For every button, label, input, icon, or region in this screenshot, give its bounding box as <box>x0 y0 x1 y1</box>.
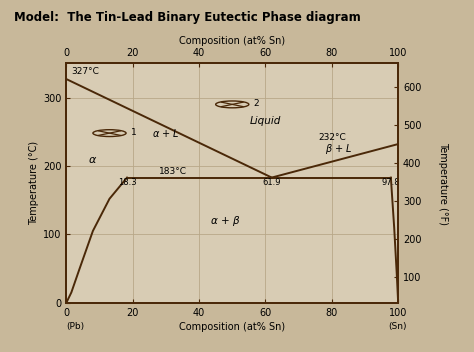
Text: Model:  The Tin-Lead Binary Eutectic Phase diagram: Model: The Tin-Lead Binary Eutectic Phas… <box>14 11 361 24</box>
Text: 97.8: 97.8 <box>382 178 400 187</box>
Text: $\alpha$: $\alpha$ <box>88 155 98 164</box>
Text: Liquid: Liquid <box>250 115 281 126</box>
Text: 18.3: 18.3 <box>118 178 137 187</box>
Text: 61.9: 61.9 <box>263 178 281 187</box>
Text: 1: 1 <box>131 128 137 137</box>
Text: 2: 2 <box>254 99 259 108</box>
Text: 183°C: 183°C <box>159 166 187 176</box>
X-axis label: Composition (at% Sn): Composition (at% Sn) <box>179 322 285 332</box>
Text: $\alpha$ + $L$: $\alpha$ + $L$ <box>152 127 180 139</box>
Text: $\alpha$ + $\beta$: $\alpha$ + $\beta$ <box>210 214 241 228</box>
Y-axis label: Temperature (°F): Temperature (°F) <box>438 142 448 225</box>
Text: 327°C: 327°C <box>71 67 99 76</box>
Y-axis label: Temperature (°C): Temperature (°C) <box>29 141 39 225</box>
Text: (Pb): (Pb) <box>66 322 84 331</box>
Text: $\beta$ + $L$: $\beta$ + $L$ <box>325 142 352 156</box>
X-axis label: Composition (at% Sn): Composition (at% Sn) <box>179 36 285 46</box>
Text: 232°C: 232°C <box>319 133 346 142</box>
Text: (Sn): (Sn) <box>388 322 407 331</box>
